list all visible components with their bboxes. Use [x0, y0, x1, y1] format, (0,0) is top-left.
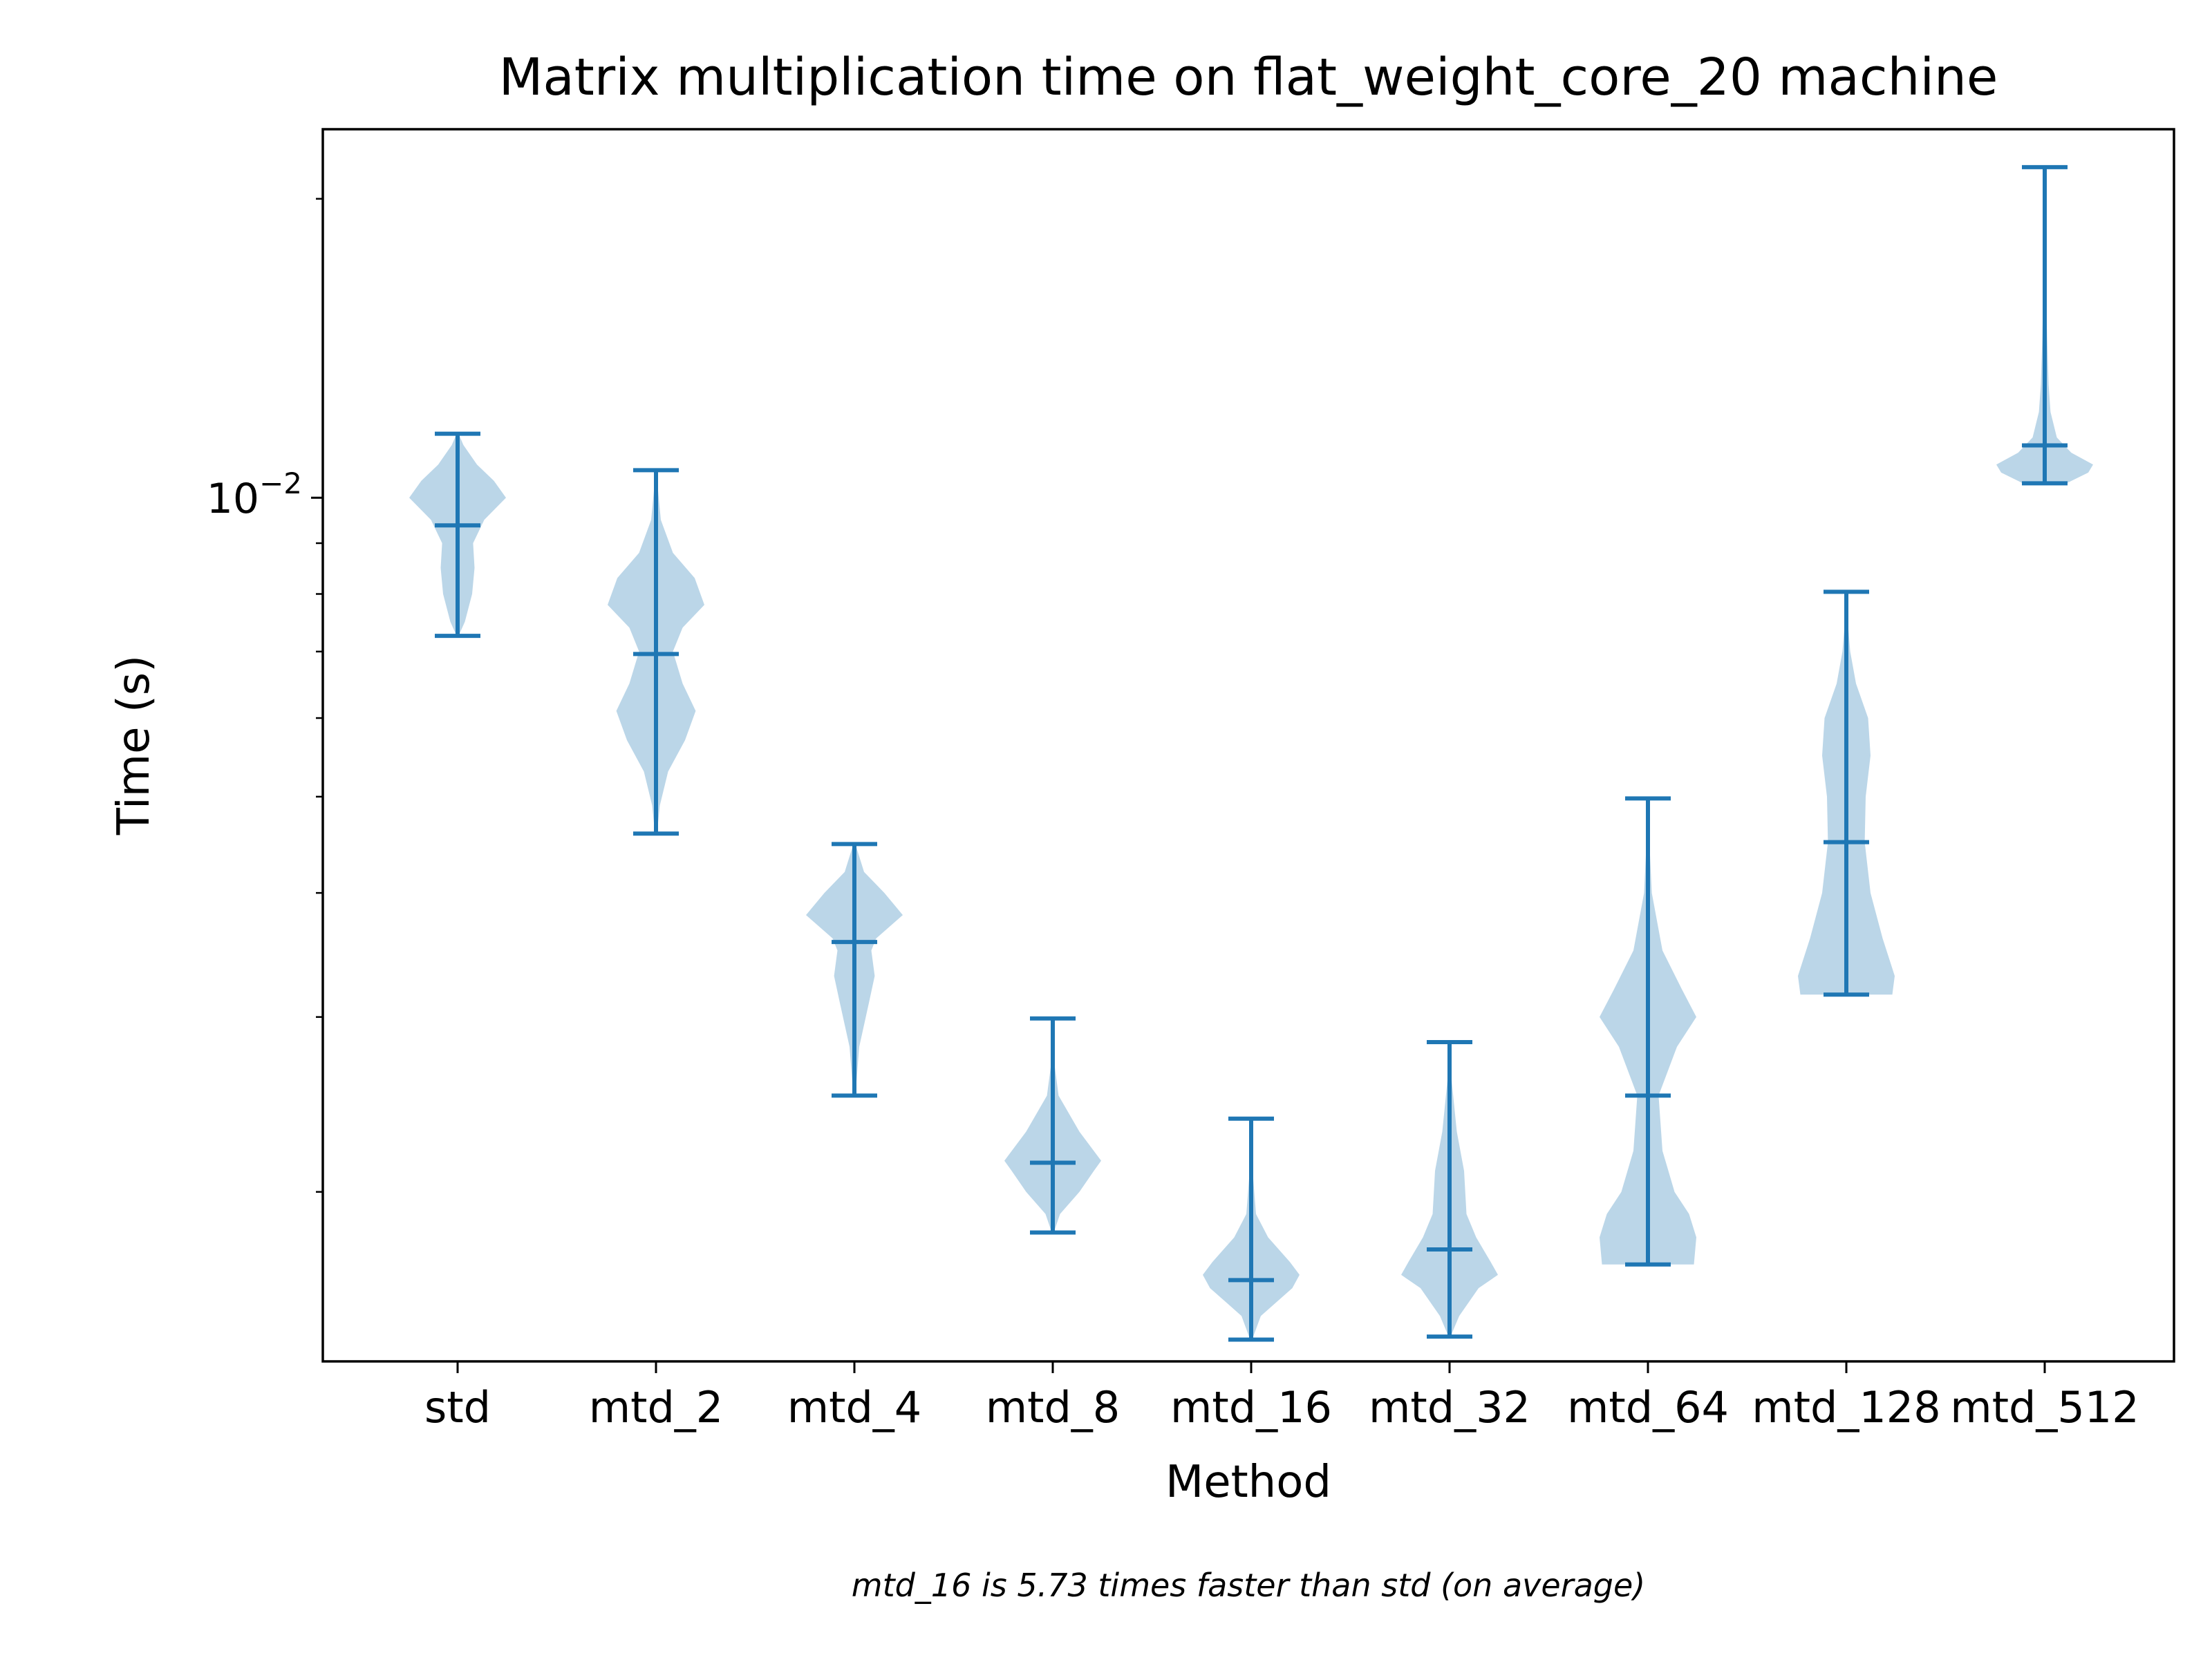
y-axis-label: Time (s) [109, 655, 160, 835]
x-tick-label: mtd_4 [787, 1382, 922, 1433]
y-tick-label: 10−2 [207, 466, 302, 523]
x-tick-label: mtd_32 [1369, 1382, 1530, 1433]
chart-title: Matrix multiplication time on flat_weigh… [499, 48, 1998, 107]
plot-frame [321, 128, 2175, 1363]
x-tick-label: std [424, 1382, 491, 1433]
x-tick-label: mtd_64 [1567, 1382, 1729, 1433]
x-tick-label: mtd_8 [986, 1382, 1121, 1433]
x-axis: std mtd_2 mtd_4 mtd_8 mtd_16 mtd_32 mtd_64 mtd_… [424, 1361, 2139, 1433]
x-tick-label: mtd_512 [1950, 1382, 2139, 1433]
x-tick-label: mtd_128 [1752, 1382, 1940, 1433]
y-axis: 10−2 [207, 198, 323, 1193]
x-axis-label: Method [1165, 1457, 1331, 1508]
x-tick-label: mtd_16 [1170, 1382, 1332, 1433]
stats-layer [435, 164, 2068, 1342]
footnote: mtd_16 is 5.73 times faster than std (on… [852, 1567, 1645, 1604]
x-tick-label: mtd_2 [589, 1382, 724, 1433]
